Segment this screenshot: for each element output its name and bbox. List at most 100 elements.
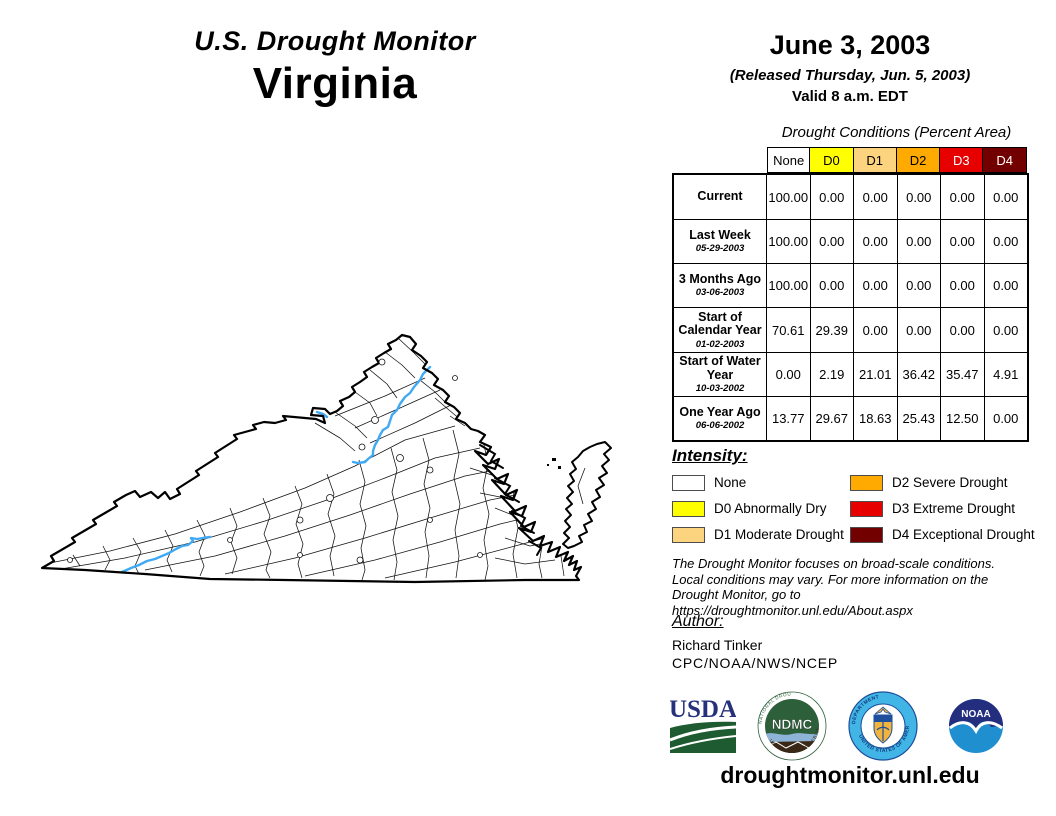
ndmc-logo: NDMC NATIONAL DROUGHT MITIGATION CENTER … [757,691,827,761]
drought-conditions-table: None D0 D1 D2 D3 D4 Current 100.00 0.00 … [672,147,1029,442]
table-row: Current 100.00 0.00 0.00 0.00 0.00 0.00 [674,175,1027,219]
eastern-shore-county-line [577,467,586,505]
cell-value: 12.50 [940,397,984,440]
legend-title: Intensity: [672,446,748,465]
cell-value: 0.00 [853,308,897,352]
d0-swatch [672,500,705,517]
cell-value: 0.00 [853,175,897,219]
author-name: Richard Tinker [672,637,763,653]
report-title-block: U.S. Drought Monitor Virginia [30,26,640,109]
cell-value: 0.00 [940,264,984,307]
cell-value: 0.00 [809,264,854,307]
southwest-river [120,535,212,574]
col-header-d4: D4 [983,147,1027,173]
state-shape [42,335,581,582]
cell-value: 0.00 [809,220,854,263]
legend-item: D2 Severe Drought [850,474,1028,491]
table-row: Last Week 05-29-2003 100.00 0.00 0.00 0.… [674,219,1027,263]
disclaimer-line: The Drought Monitor focuses on broad-sca… [672,556,996,571]
table-row: Start of Water Year 10-03-2002 0.00 2.19… [674,352,1027,396]
usda-logo-text: USDA [670,696,736,723]
map-date: June 3, 2003 [769,30,931,60]
row-date: 06-06-2002 [695,420,745,432]
row-label: 3 Months Ago [678,271,762,286]
release-date: (Released Thursday, Jun. 5, 2003) [729,67,971,84]
row-label: One Year Ago [679,404,761,419]
d2-swatch [850,474,883,491]
virginia-map [40,333,612,584]
row-date: 10-03-2002 [695,383,745,394]
legend-item: D4 Exceptional Drought [850,526,1035,543]
noaa-logo-text: NOAA [961,709,990,720]
cell-value: 4.91 [983,353,1028,396]
cell-value: 0.00 [940,220,984,263]
cell-value: 100.00 [768,234,809,249]
d1-swatch [672,526,705,543]
border-river-stub [315,410,329,419]
ndmc-logo-text: NDMC [771,717,812,732]
cell-value: 25.43 [896,397,941,440]
none-swatch [672,474,705,491]
date-block: June 3, 2003 (Released Thursday, Jun. 5,… [672,30,1028,105]
legend-item: D3 Extreme Drought [850,500,1028,517]
d4-swatch [850,526,883,543]
row-label: Last Week [689,227,751,242]
cell-value: 21.01 [853,353,897,396]
table-body: Current 100.00 0.00 0.00 0.00 0.00 0.00 … [672,173,1029,442]
cell-value: 2.19 [809,353,854,396]
cell-value: 13.77 [771,411,805,426]
row-label: Start of Calendar Year [678,309,762,337]
bay-islets [547,458,561,469]
col-header-d1: D1 [853,147,897,173]
cell-value: 36.42 [896,353,941,396]
cell-value: 29.67 [809,397,854,440]
doc-logo: DEPARTMENT OF COMMERCE UNITED STATES OF … [847,690,918,761]
cell-value: 29.39 [809,308,854,352]
row-date: 05-29-2003 [695,243,745,255]
legend-column-left: None D0 Abnormally Dry D1 Moderate Droug… [672,474,850,552]
disclaimer: The Drought Monitor focuses on broad-sca… [672,556,1040,618]
rivers [120,365,432,574]
col-header-d3: D3 [940,147,984,173]
cell-value: 0.00 [775,367,801,382]
cell-value: 35.47 [940,353,984,396]
disclaimer-line: Drought Monitor, go to https://droughtmo… [672,587,913,618]
cell-value: 0.00 [896,308,941,352]
eastern-shore [562,441,612,549]
noaa-logo: NOAA [941,692,1010,760]
legend-item: None [672,474,850,491]
state-outline [40,333,583,584]
shenandoah-river [351,365,432,465]
state-name: Virginia [252,59,418,108]
cell-value: 0.00 [896,264,941,307]
author-org: CPC/NOAA/NWS/NCEP [672,655,839,671]
agency-logos: USDA NDMC NATIONAL DROUGHT MITIGATION CE… [670,690,1012,762]
usda-logo: USDA [670,696,736,753]
row-date: 01-02-2003 [695,338,745,350]
cell-value: 18.63 [853,397,897,440]
footer-url: droughtmonitor.unl.edu [720,762,980,788]
cell-value: 0.00 [809,175,854,219]
legend-item: D0 Abnormally Dry [672,500,850,517]
cell-value: 100.00 [768,278,809,293]
city-enclaves [67,358,483,564]
table-title: Drought Conditions (Percent Area) [781,124,1012,141]
cell-value: 0.00 [983,220,1028,263]
col-header-d2: D2 [896,147,941,173]
d3-swatch [850,500,883,517]
col-header-d0: D0 [810,147,854,173]
cell-value: 0.00 [940,175,984,219]
disclaimer-line: Local conditions may vary. For more info… [672,571,989,587]
cell-value: 0.00 [940,308,984,352]
author-heading: Author: [672,613,724,630]
table-row: Start of Calendar Year 01-02-2003 70.61 … [674,307,1027,352]
legend-item: D1 Moderate Drought [672,526,850,543]
cell-value: 0.00 [896,220,941,263]
report-title: U.S. Drought Monitor [194,26,476,56]
legend-column-right: D2 Severe Drought D3 Extreme Drought D4 … [850,474,1035,552]
cell-value: 0.00 [983,175,1028,219]
table-row: 3 Months Ago 03-06-2003 100.00 0.00 0.00… [674,263,1027,307]
table-header-row: None D0 D1 D2 D3 D4 [767,147,1029,173]
intensity-legend: Intensity: None D0 Abnormally Dry D1 Mod… [672,446,1035,552]
cell-value: 0.00 [853,220,897,263]
